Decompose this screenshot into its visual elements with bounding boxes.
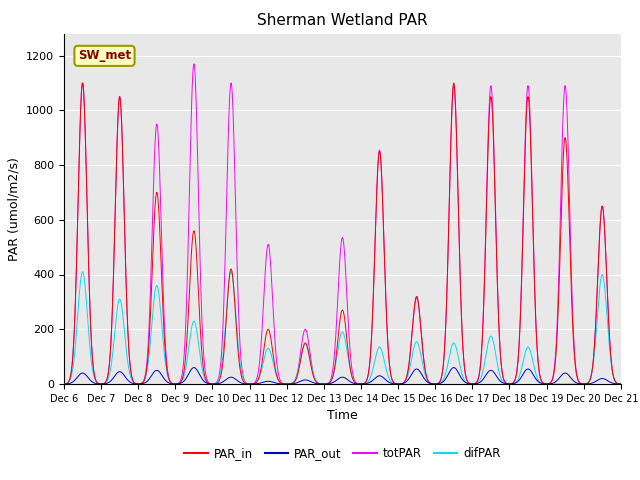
PAR_out — [617, 381, 625, 387]
Title: Sherman Wetland PAR: Sherman Wetland PAR — [257, 13, 428, 28]
PAR_in — [617, 381, 625, 387]
PAR_in — [552, 358, 559, 364]
difPAR — [79, 269, 86, 275]
Text: SW_met: SW_met — [78, 49, 131, 62]
PAR_out — [551, 379, 559, 385]
totPAR — [429, 381, 437, 387]
PAR_in — [429, 381, 437, 387]
difPAR — [60, 381, 68, 387]
totPAR — [170, 381, 178, 387]
PAR_in — [79, 80, 86, 86]
Line: PAR_out: PAR_out — [64, 368, 621, 384]
PAR_out — [190, 365, 198, 371]
Line: difPAR: difPAR — [64, 272, 621, 384]
PAR_in — [246, 381, 254, 387]
difPAR — [429, 381, 437, 387]
difPAR — [184, 349, 192, 355]
totPAR — [617, 381, 625, 387]
totPAR — [184, 256, 191, 262]
PAR_in — [171, 381, 179, 387]
difPAR — [246, 381, 254, 387]
PAR_out — [170, 381, 178, 387]
totPAR — [60, 381, 68, 387]
difPAR — [551, 381, 559, 387]
totPAR — [284, 381, 291, 387]
difPAR — [502, 381, 509, 386]
PAR_in — [60, 381, 68, 387]
PAR_out — [429, 381, 437, 387]
PAR_out — [502, 381, 509, 386]
totPAR — [190, 61, 198, 67]
totPAR — [246, 381, 254, 387]
Line: PAR_in: PAR_in — [64, 83, 621, 384]
PAR_in — [184, 314, 192, 320]
Line: totPAR: totPAR — [64, 64, 621, 384]
PAR_out — [246, 381, 254, 387]
difPAR — [617, 381, 625, 387]
PAR_in — [502, 380, 510, 386]
Y-axis label: PAR (umol/m2/s): PAR (umol/m2/s) — [8, 157, 20, 261]
totPAR — [502, 380, 510, 386]
PAR_in — [283, 381, 291, 387]
PAR_out — [184, 372, 191, 378]
X-axis label: Time: Time — [327, 409, 358, 422]
difPAR — [171, 381, 179, 387]
Legend: PAR_in, PAR_out, totPAR, difPAR: PAR_in, PAR_out, totPAR, difPAR — [179, 443, 506, 465]
PAR_out — [60, 381, 68, 387]
difPAR — [561, 381, 568, 387]
totPAR — [552, 353, 559, 359]
